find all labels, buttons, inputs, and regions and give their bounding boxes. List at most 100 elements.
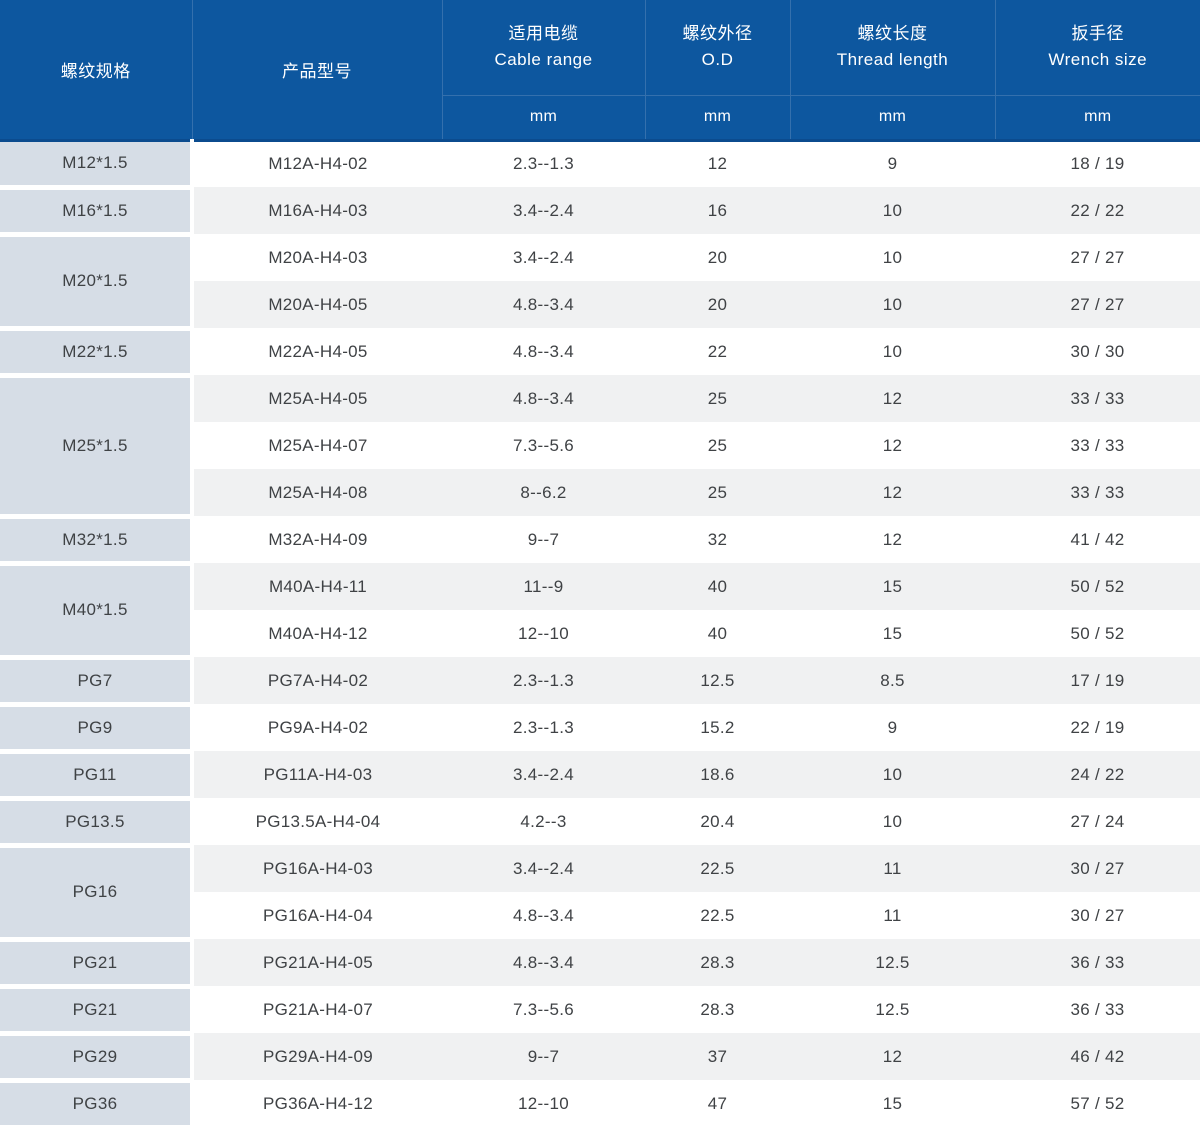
od-cell: 20.4 [700, 811, 735, 831]
cable-range-cell: 3.4--2.4 [513, 200, 574, 220]
model-cell: M25A-H4-07 [268, 435, 368, 455]
col-header-thread-length-zh: 螺纹长度 [857, 24, 928, 44]
wrench-size-cell: 18 / 19 [1070, 154, 1125, 174]
thread-length-cell: 8.5 [880, 670, 905, 690]
model-cell: M32A-H4-09 [268, 529, 368, 549]
cable-range-cell: 4.2--3 [520, 811, 567, 831]
table-row: PG21 PG21A-H4-05 4.8--3.4 28.3 12.5 36 / 33 [0, 939, 1200, 989]
wrench-size-cell: 22 / 19 [1070, 717, 1125, 737]
unit-cell-od: mm [644, 94, 790, 142]
od-cell: 28.3 [700, 999, 735, 1019]
model-cell: PG11A-H4-03 [263, 764, 373, 784]
model-cell: M40A-H4-12 [268, 623, 368, 643]
od-cell: 12.5 [700, 670, 735, 690]
spec-cell: PG16 [0, 845, 194, 942]
cable-range-cell: 9--7 [527, 1046, 560, 1066]
spec-cell: PG11 [0, 751, 194, 801]
cable-range-cell: 7.3--5.6 [513, 999, 574, 1019]
model-cell: PG16A-H4-03 [262, 858, 374, 878]
model-cell: PG9A-H4-02 [267, 717, 369, 737]
cable-range-cell: 4.8--3.4 [513, 294, 574, 314]
col-header-thread-spec: 螺纹规格 [0, 0, 192, 142]
table-row: M25A-H4-07 7.3--5.6 25 12 33 / 33 [0, 422, 1200, 469]
wrench-size-cell: 27 / 27 [1070, 294, 1125, 314]
cable-range-cell: 2.3--1.3 [513, 717, 574, 737]
thread-length-cell: 10 [882, 341, 903, 361]
table-row: M16*1.5 M16A-H4-03 3.4--2.4 16 10 22 / 22 [0, 187, 1200, 237]
wrench-size-cell: 27 / 27 [1070, 247, 1125, 267]
table-row: M12*1.5 M12A-H4-02 2.3--1.3 12 9 18 / 19 [0, 140, 1200, 190]
wrench-size-cell: 46 / 42 [1070, 1046, 1125, 1066]
cable-range-cell: 4.8--3.4 [513, 388, 574, 408]
spec-cell: M40*1.5 [0, 563, 194, 660]
od-cell: 25 [707, 388, 728, 408]
col-header-cable-range: 适用电缆 Cable range [441, 0, 645, 95]
thread-length-cell: 12 [882, 435, 903, 455]
thread-length-cell: 12 [882, 482, 903, 502]
unit-cell-cable-range: mm [441, 94, 645, 142]
cable-range-cell: 4.8--3.4 [513, 905, 574, 925]
cable-range-cell: 12--10 [518, 1093, 569, 1113]
wrench-size-cell: 57 / 52 [1070, 1093, 1125, 1113]
model-cell: M40A-H4-11 [268, 576, 368, 596]
wrench-size-cell: 36 / 33 [1070, 999, 1125, 1019]
spec-cell: PG36 [0, 1080, 194, 1129]
wrench-size-cell: 30 / 30 [1070, 341, 1125, 361]
spec-cell: M22*1.5 [0, 328, 194, 378]
cable-range-cell: 11--9 [523, 576, 564, 596]
table-row: M32*1.5 M32A-H4-09 9--7 32 12 41 / 42 [0, 516, 1200, 566]
wrench-size-cell: 27 / 24 [1070, 811, 1125, 831]
cable-range-cell: 3.4--2.4 [513, 764, 574, 784]
thread-length-cell: 10 [882, 811, 903, 831]
od-cell: 20 [707, 294, 728, 314]
model-cell: PG36A-H4-12 [262, 1093, 374, 1113]
table-row: M40A-H4-12 12--10 40 15 50 / 52 [0, 610, 1200, 657]
wrench-size-cell: 50 / 52 [1070, 623, 1125, 643]
spec-cell: PG13.5 [0, 798, 194, 848]
thread-length-cell: 11 [883, 858, 902, 878]
cable-range-cell: 7.3--5.6 [513, 435, 574, 455]
wrench-size-cell: 33 / 33 [1070, 482, 1125, 502]
wrench-size-cell: 36 / 33 [1070, 952, 1125, 972]
col-header-thread-length-en: Thread length [836, 50, 949, 70]
table-row: PG36 PG36A-H4-12 12--10 47 15 57 / 52 [0, 1080, 1200, 1129]
header-row-units: mm mm mm mm [0, 94, 1200, 142]
cable-range-cell: 3.4--2.4 [513, 858, 574, 878]
spec-cell: M16*1.5 [0, 187, 194, 237]
od-cell: 20 [707, 247, 728, 267]
od-cell: 22 [707, 341, 728, 361]
cable-range-cell: 9--7 [527, 529, 560, 549]
thread-length-cell: 12.5 [875, 999, 910, 1019]
cable-range-cell: 12--10 [518, 623, 569, 643]
table-row: M25A-H4-08 8--6.2 25 12 33 / 33 [0, 469, 1200, 516]
table-row: PG13.5 PG13.5A-H4-04 4.2--3 20.4 10 27 / 24 [0, 798, 1200, 848]
table-row: PG16 PG16A-H4-03 3.4--2.4 22.5 11 30 / 27 [0, 845, 1200, 942]
model-cell: M20A-H4-03 [268, 247, 368, 267]
cable-range-cell: 3.4--2.4 [513, 247, 574, 267]
od-cell: 28.3 [700, 952, 735, 972]
table-row: PG7 PG7A-H4-02 2.3--1.3 12.5 8.5 17 / 19 [0, 657, 1200, 707]
od-cell: 25 [707, 435, 728, 455]
col-header-wrench-size-zh: 扳手径 [1071, 24, 1124, 44]
table-row: M20A-H4-05 4.8--3.4 20 10 27 / 27 [0, 281, 1200, 328]
model-cell: PG21A-H4-07 [262, 999, 374, 1019]
cable-range-cell: 4.8--3.4 [513, 952, 574, 972]
thread-length-cell: 12 [882, 388, 903, 408]
model-cell: M20A-H4-05 [268, 294, 368, 314]
spec-cell: PG21 [0, 986, 194, 1036]
table-row: PG16A-H4-04 4.8--3.4 22.5 11 30 / 27 [0, 892, 1200, 939]
wrench-size-cell: 22 / 22 [1070, 200, 1125, 220]
spec-cell: PG9 [0, 704, 194, 754]
cable-range-cell: 2.3--1.3 [513, 670, 574, 690]
spec-cell: PG7 [0, 657, 194, 707]
od-cell: 25 [707, 482, 728, 502]
cable-range-cell: 2.3--1.3 [513, 154, 574, 174]
od-cell: 16 [707, 200, 728, 220]
model-cell: M25A-H4-05 [268, 388, 368, 408]
thread-length-cell: 12.5 [875, 952, 910, 972]
model-cell: M22A-H4-05 [268, 341, 368, 361]
model-cell: PG21A-H4-05 [262, 952, 374, 972]
table-row: PG21 PG21A-H4-07 7.3--5.6 28.3 12.5 36 / 33 [0, 986, 1200, 1036]
thread-length-cell: 9 [887, 154, 898, 174]
